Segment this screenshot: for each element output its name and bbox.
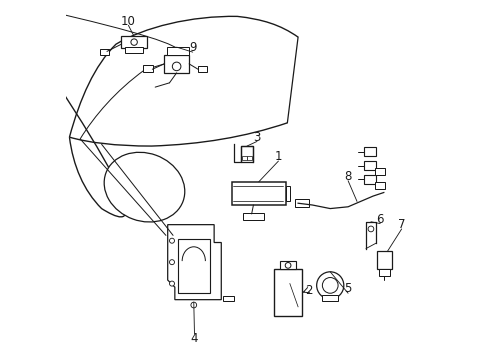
Text: 7: 7 — [397, 218, 405, 231]
Bar — [198, 66, 206, 72]
Bar — [364, 161, 375, 170]
Text: 8: 8 — [344, 170, 351, 183]
Polygon shape — [167, 225, 221, 300]
Bar — [164, 55, 189, 73]
Bar — [241, 146, 253, 162]
Circle shape — [172, 62, 181, 71]
Bar — [242, 213, 264, 220]
Bar — [177, 239, 209, 293]
Text: 1: 1 — [274, 150, 282, 163]
Bar — [322, 296, 337, 301]
Bar — [374, 182, 384, 189]
Text: 10: 10 — [121, 14, 136, 27]
Ellipse shape — [104, 152, 184, 222]
Text: 9: 9 — [188, 41, 196, 54]
Bar — [124, 48, 143, 53]
Circle shape — [131, 39, 137, 45]
Circle shape — [367, 226, 373, 232]
Circle shape — [169, 281, 174, 286]
Bar — [378, 269, 389, 276]
Circle shape — [169, 260, 174, 265]
Bar — [364, 175, 375, 184]
Bar — [247, 156, 251, 160]
Circle shape — [322, 278, 337, 293]
Text: 5: 5 — [344, 283, 351, 296]
Bar — [285, 186, 289, 202]
Bar — [242, 156, 246, 160]
Circle shape — [285, 262, 290, 268]
Bar — [273, 269, 302, 316]
Bar — [294, 199, 308, 207]
Text: 6: 6 — [376, 213, 383, 226]
Bar — [364, 148, 375, 157]
Bar — [167, 47, 189, 55]
Bar — [142, 65, 153, 72]
Bar — [280, 261, 295, 269]
Circle shape — [316, 272, 343, 299]
Bar — [100, 49, 108, 55]
Text: 3: 3 — [253, 131, 260, 144]
Circle shape — [169, 238, 174, 243]
Bar — [223, 296, 233, 301]
Bar — [374, 168, 384, 175]
Text: 2: 2 — [305, 284, 312, 297]
Text: 4: 4 — [190, 333, 198, 346]
Bar — [121, 36, 147, 48]
Bar — [376, 251, 391, 269]
Circle shape — [190, 302, 196, 308]
Bar — [231, 182, 285, 205]
